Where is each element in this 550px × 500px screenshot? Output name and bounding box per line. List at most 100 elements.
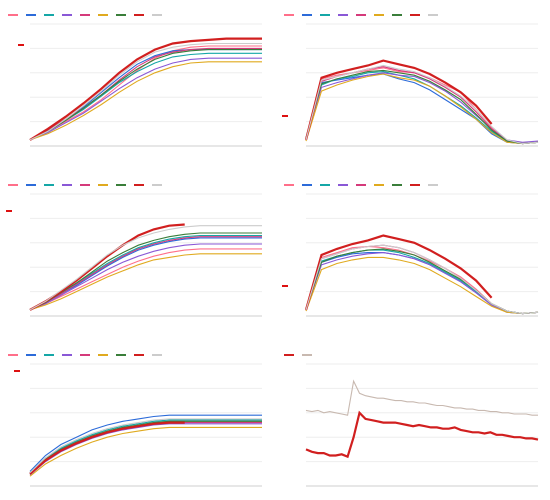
chart-svg xyxy=(304,23,539,147)
series-line xyxy=(304,59,493,141)
legend-item xyxy=(374,184,386,186)
legend-item xyxy=(8,354,20,356)
series-line xyxy=(305,73,539,145)
panel-3 xyxy=(0,170,270,330)
series-line xyxy=(305,249,539,315)
legend-item xyxy=(26,354,38,356)
legend-item xyxy=(8,184,20,186)
series-line xyxy=(29,49,262,141)
legend-item xyxy=(134,14,146,16)
series-line xyxy=(29,421,185,475)
series-line xyxy=(305,256,539,315)
legend-item xyxy=(284,14,296,16)
legend-item xyxy=(98,14,110,16)
legend xyxy=(284,354,314,356)
legend-item xyxy=(428,184,440,186)
series-line xyxy=(305,64,539,145)
legend-item xyxy=(80,354,92,356)
series-line xyxy=(29,414,262,472)
legend-item xyxy=(62,184,74,186)
callout-value xyxy=(282,285,288,287)
legend-item xyxy=(152,354,164,356)
legend-item xyxy=(302,184,314,186)
panel-2 xyxy=(276,0,546,160)
series-line xyxy=(29,248,262,311)
callout-value xyxy=(282,115,288,117)
legend-item xyxy=(320,14,332,16)
series-line xyxy=(304,234,493,311)
legend-item xyxy=(80,14,92,16)
panel-1 xyxy=(0,0,270,160)
legend-item xyxy=(392,14,404,16)
chart-svg xyxy=(29,23,262,147)
legend-item xyxy=(80,184,92,186)
legend-item xyxy=(356,14,368,16)
series-line xyxy=(305,244,539,315)
chart-svg xyxy=(305,363,539,487)
series-line xyxy=(29,243,262,311)
legend xyxy=(284,14,440,16)
chart-svg xyxy=(304,193,539,317)
series-line xyxy=(29,49,262,141)
legend-item xyxy=(320,184,332,186)
legend-item xyxy=(98,354,110,356)
legend-item xyxy=(284,184,296,186)
legend-item xyxy=(44,184,56,186)
legend-item xyxy=(26,184,38,186)
series-line xyxy=(305,379,538,416)
series-line xyxy=(29,225,262,311)
series-line xyxy=(29,42,262,141)
legend-item xyxy=(410,184,422,186)
series-line xyxy=(305,252,539,315)
legend-item xyxy=(374,14,386,16)
panel-4 xyxy=(276,170,546,330)
series-line xyxy=(29,61,262,141)
series-line xyxy=(29,223,185,311)
callout-value xyxy=(18,44,24,46)
legend xyxy=(8,354,164,356)
series-line xyxy=(29,52,262,141)
legend xyxy=(8,14,164,16)
legend-item xyxy=(8,14,20,16)
series-line xyxy=(29,57,262,141)
legend-item xyxy=(302,354,314,356)
series-line xyxy=(29,37,262,141)
legend-item xyxy=(98,184,110,186)
series-line xyxy=(29,253,262,311)
legend-item xyxy=(62,354,74,356)
legend-item xyxy=(338,14,350,16)
legend-item xyxy=(134,184,146,186)
legend-item xyxy=(152,184,164,186)
series-line xyxy=(29,418,262,473)
legend-item xyxy=(356,184,368,186)
legend-item xyxy=(116,184,128,186)
legend-item xyxy=(26,14,38,16)
legend-item xyxy=(44,14,56,16)
legend-item xyxy=(410,14,422,16)
panel-6 xyxy=(276,340,546,500)
legend-item xyxy=(116,354,128,356)
callout-value xyxy=(6,210,12,212)
legend xyxy=(284,184,440,186)
chart-svg xyxy=(29,193,262,317)
legend-item xyxy=(44,354,56,356)
series-line xyxy=(29,236,262,311)
series-line xyxy=(305,410,539,459)
series-line xyxy=(305,69,539,145)
legend-item xyxy=(116,14,128,16)
chart-svg xyxy=(29,363,262,487)
series-line xyxy=(305,71,539,145)
legend-item xyxy=(428,14,440,16)
legend-item xyxy=(338,184,350,186)
legend-item xyxy=(284,354,296,356)
legend-item xyxy=(134,354,146,356)
series-line xyxy=(29,419,262,473)
legend xyxy=(8,184,164,186)
legend-item xyxy=(302,14,314,16)
legend-item xyxy=(392,184,404,186)
callout-value xyxy=(14,370,20,372)
series-line xyxy=(29,426,262,477)
panel-5 xyxy=(0,340,270,500)
series-line xyxy=(305,73,539,145)
series-line xyxy=(29,232,262,311)
